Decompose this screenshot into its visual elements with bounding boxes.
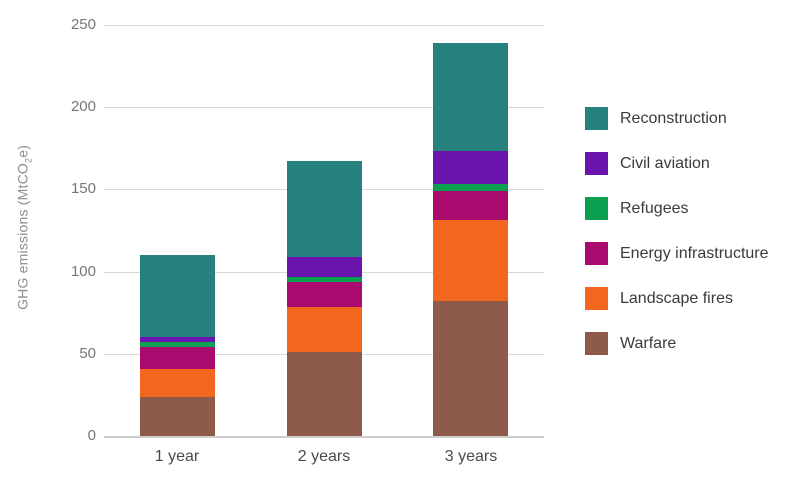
legend-label: Civil aviation [620,155,710,172]
bar-segment [140,369,215,397]
gridline [104,25,544,26]
bar-segment [433,43,508,151]
legend-label: Energy infrastructure [620,245,769,262]
legend-swatch [585,242,608,265]
y-axis-title-suffix: e) [14,144,31,158]
y-axis-title: GHG emissions (MtCO2e) [15,117,34,337]
bar-segment [140,347,215,369]
legend-label: Landscape fires [620,290,733,307]
bar-segment [287,277,362,282]
bar-segment [433,184,508,191]
bar-segment [287,307,362,352]
y-tick-label: 0 [87,427,96,444]
bar-segment [287,161,362,257]
x-axis-line [104,436,544,438]
legend-label: Refugees [620,200,689,217]
legend-swatch [585,107,608,130]
bar-segment [287,282,362,307]
bar-segment [433,151,508,184]
y-tick-label: 50 [79,345,96,362]
legend-swatch [585,197,608,220]
gridline [104,107,544,108]
y-axis-title-subscript: 2 [23,157,34,163]
bar-segment [140,337,215,342]
bar-segment [287,257,362,277]
bar-segment [140,342,215,347]
legend-swatch [585,332,608,355]
y-tick-label: 200 [70,98,96,115]
bar-segment [140,255,215,337]
x-axis-label: 3 years [444,448,498,465]
y-axis-title-prefix: GHG emissions (MtCO [14,162,31,310]
legend-swatch [585,152,608,175]
y-tick-label: 250 [70,16,96,33]
legend-swatch [585,287,608,310]
legend-label: Reconstruction [620,110,727,127]
x-axis-label: 1 year [154,448,200,465]
bar-segment [287,352,362,436]
bar-segment [433,191,508,220]
bar-segment [140,397,215,436]
y-tick-label: 150 [70,180,96,197]
x-axis-label: 2 years [297,448,351,465]
legend-label: Warfare [620,335,677,352]
bar-segment [433,220,508,301]
y-tick-label: 100 [70,263,96,280]
bar-segment [433,301,508,436]
